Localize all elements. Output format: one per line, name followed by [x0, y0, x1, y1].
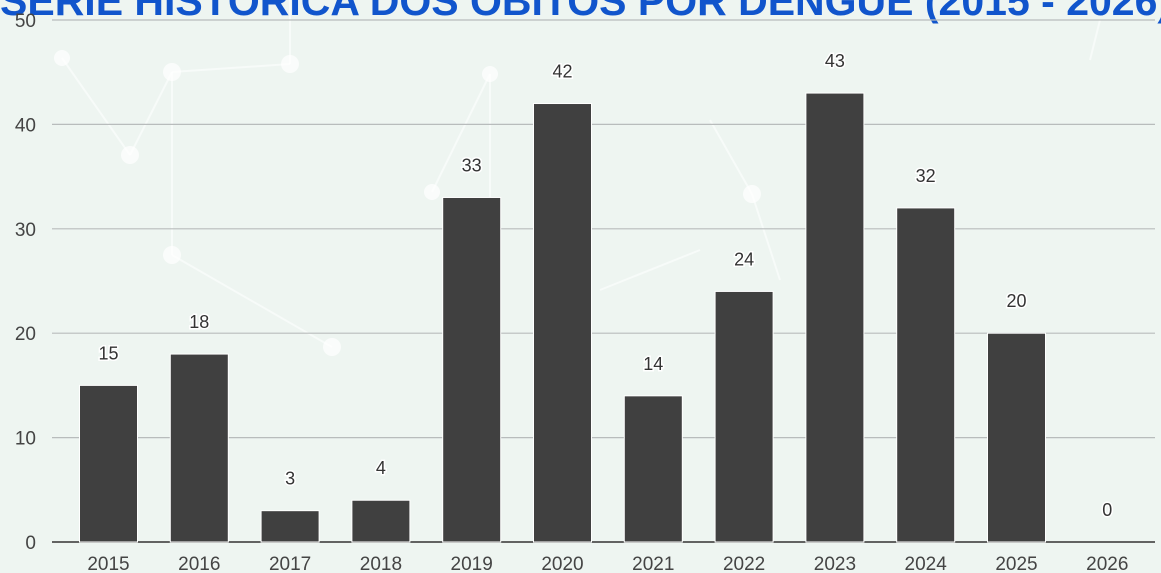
data-label: 3 [285, 469, 295, 489]
x-tick-label: 2015 [87, 554, 129, 573]
data-label: 33 [462, 155, 482, 175]
bar [987, 332, 1046, 543]
bars [79, 92, 1046, 543]
data-label: 32 [916, 166, 936, 186]
bar [351, 499, 411, 543]
x-axis-ticks: 2015 2016 2017 2018 2019 2020 2021 2022 2023 2024… [87, 554, 1128, 573]
y-tick-label: 20 [15, 324, 36, 345]
bar [169, 353, 229, 543]
y-tick-label: 40 [15, 115, 36, 136]
data-label: 18 [189, 312, 209, 332]
x-tick-label: 2023 [814, 554, 856, 573]
data-label: 24 [734, 249, 754, 269]
x-tick-label: 2016 [178, 554, 220, 573]
bar [623, 395, 683, 543]
bar [714, 290, 774, 543]
x-tick-label: 2017 [269, 554, 311, 573]
data-label: 20 [1006, 291, 1026, 311]
x-tick-label: 2020 [541, 554, 583, 573]
x-tick-label: 2022 [723, 554, 765, 573]
x-tick-label: 2026 [1086, 554, 1128, 573]
data-label: 42 [552, 62, 572, 82]
x-tick-label: 2024 [905, 554, 948, 573]
x-tick-label: 2019 [451, 554, 493, 573]
data-label: 15 [98, 343, 118, 363]
y-tick-label: 10 [15, 429, 36, 450]
bar [805, 92, 865, 543]
data-label: 4 [376, 458, 386, 478]
bar [260, 510, 320, 543]
data-labels: 15 18 3 4 33 42 14 24 43 32 20 0 [97, 50, 1114, 522]
gridlines [52, 19, 1155, 543]
x-tick-label: 2018 [360, 554, 402, 573]
data-label: 43 [825, 51, 845, 71]
y-axis-ticks: 0 10 20 30 40 50 [15, 11, 36, 554]
y-tick-label: 50 [15, 11, 36, 32]
bar [442, 196, 502, 543]
data-label: 14 [643, 354, 663, 374]
bar [896, 207, 956, 543]
data-label: 0 [1102, 500, 1112, 520]
y-tick-label: 30 [15, 220, 36, 241]
bar [533, 103, 592, 543]
bar [79, 384, 138, 543]
y-tick-label: 0 [25, 533, 36, 554]
x-tick-label: 2025 [995, 554, 1037, 573]
x-tick-label: 2021 [632, 554, 674, 573]
